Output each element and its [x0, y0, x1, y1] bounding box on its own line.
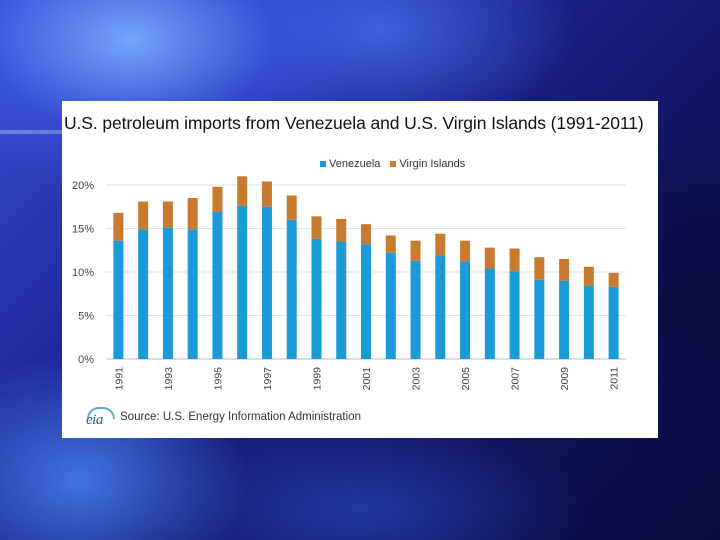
bar-virgin-islands [385, 235, 396, 253]
bar-virgin-islands [410, 240, 421, 261]
legend-item-venezuela: Venezuela [320, 158, 380, 170]
bar-venezuela [559, 280, 570, 359]
bar-venezuela [509, 271, 520, 359]
bar-venezuela [385, 252, 396, 359]
bar-virgin-islands [261, 181, 272, 207]
x-tick-label: 2001 [361, 367, 373, 391]
bar-virgin-islands [460, 240, 471, 262]
bar-venezuela [237, 205, 248, 359]
legend-label-virgin-islands: Virgin Islands [399, 158, 466, 170]
bar-virgin-islands [113, 212, 124, 241]
x-tick-label: 2009 [559, 367, 571, 391]
bar-virgin-islands [212, 186, 223, 212]
y-tick-label: 5% [78, 311, 94, 323]
bar-venezuela [608, 286, 619, 359]
bar-venezuela [138, 229, 149, 359]
legend-swatch-virgin-islands [390, 161, 397, 167]
bar-virgin-islands [138, 201, 149, 230]
legend-item-virgin-islands: Virgin Islands [390, 158, 465, 170]
bar-virgin-islands [559, 258, 570, 281]
bar-venezuela [583, 285, 594, 359]
bar-venezuela [336, 241, 347, 359]
y-tick-label: 10% [72, 267, 94, 279]
source-note: Source: U.S. Energy Information Administ… [120, 411, 361, 423]
bar-venezuela [460, 261, 471, 359]
eia-logo: eia [84, 406, 116, 428]
legend-swatch-venezuela [320, 161, 326, 167]
x-tick-label: 2003 [411, 367, 423, 391]
x-tick-label: 1993 [163, 367, 175, 391]
x-tick-label: 2007 [510, 367, 522, 391]
bar-virgin-islands [162, 201, 173, 228]
bar-venezuela [484, 268, 495, 359]
chart-footer: eia Source: U.S. Energy Information Admi… [84, 406, 361, 428]
bar-venezuela [286, 219, 297, 359]
bar-venezuela [410, 260, 421, 359]
bar-venezuela [113, 240, 124, 359]
bar-venezuela [261, 206, 272, 359]
legend-label-venezuela: Venezuela [329, 158, 381, 170]
bar-virgin-islands [336, 218, 347, 242]
x-tick-label: 1999 [311, 367, 323, 391]
bar-virgin-islands [583, 266, 594, 286]
bar-virgin-islands [311, 216, 322, 239]
bar-virgin-islands [509, 248, 520, 272]
bar-virgin-islands [534, 257, 545, 280]
x-tick-label: 1997 [262, 367, 274, 391]
bar-virgin-islands [608, 272, 619, 287]
decorative-accent-line [0, 130, 62, 134]
bar-venezuela [162, 227, 173, 359]
bar-virgin-islands [484, 247, 495, 269]
y-tick-label: 0% [78, 354, 94, 366]
x-tick-label: 2005 [460, 367, 472, 391]
bar-venezuela [435, 255, 446, 359]
bar-virgin-islands [237, 176, 248, 206]
bar-venezuela [311, 238, 322, 359]
y-tick-label: 15% [72, 224, 94, 236]
bar-virgin-islands [187, 198, 198, 230]
eia-logo-text: eia [86, 412, 103, 428]
y-tick-label: 20% [72, 180, 94, 192]
bar-virgin-islands [435, 233, 446, 256]
bar-virgin-islands [286, 195, 297, 220]
x-tick-label: 1995 [212, 367, 224, 391]
chart-panel: U.S. petroleum imports from Venezuela an… [62, 101, 658, 438]
x-tick-label: 2011 [609, 367, 621, 390]
bar-virgin-islands [361, 224, 371, 245]
bar-venezuela [212, 211, 223, 359]
x-tick-label: 1991 [113, 367, 125, 391]
chart-legend: Venezuela Virgin Islands [320, 158, 475, 170]
bar-venezuela [187, 229, 198, 359]
chart-title: U.S. petroleum imports from Venezuela an… [64, 113, 644, 133]
chart-plot-area: 0% 5% 10% 15% 20% 1991 1993 1995 1997 1999 2001 200… [72, 176, 626, 391]
bar-venezuela [534, 279, 545, 359]
bar-venezuela [361, 244, 371, 359]
